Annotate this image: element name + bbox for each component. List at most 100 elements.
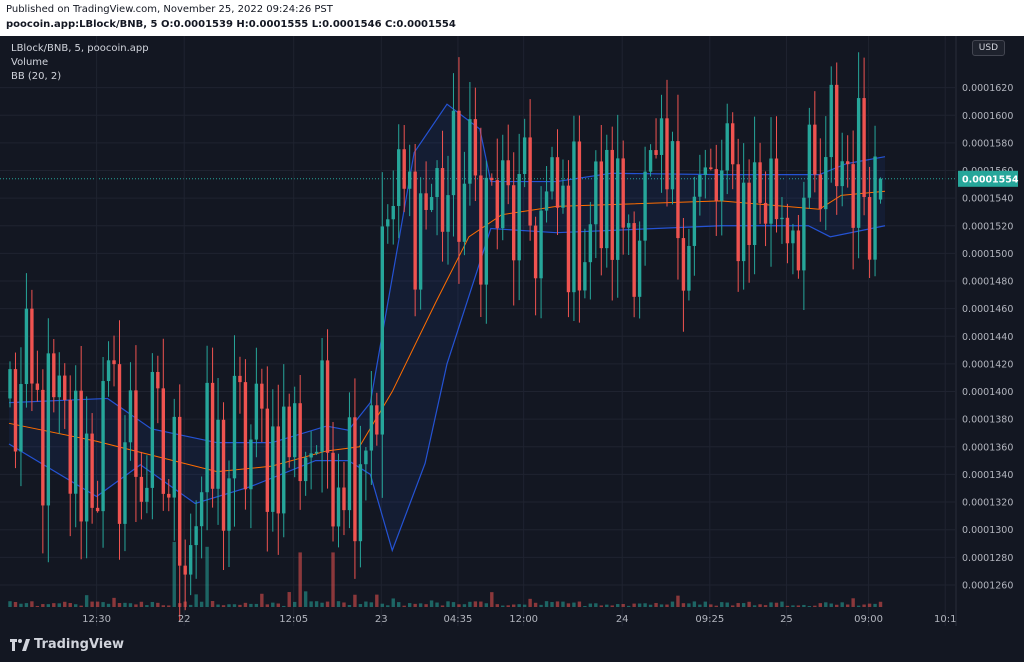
- volume-bar: [512, 604, 516, 607]
- volume-bar: [632, 603, 636, 607]
- price-tick-label: 0.0001620: [962, 83, 1013, 94]
- volume-bar: [851, 598, 855, 607]
- time-tick-label: 23: [374, 614, 388, 625]
- candle-body: [490, 177, 494, 181]
- volume-bar: [30, 601, 34, 607]
- volume-bar: [210, 601, 215, 607]
- volume-bar: [670, 601, 675, 607]
- candle-body: [626, 223, 631, 228]
- candle-body: [468, 119, 472, 184]
- candle-body: [435, 168, 439, 198]
- candle-body: [199, 492, 204, 527]
- volume-bar: [112, 597, 116, 607]
- candle-body: [30, 308, 34, 384]
- volume-bar: [588, 603, 593, 607]
- candle-body: [791, 230, 795, 244]
- volume-bar: [79, 605, 83, 607]
- time-tick-label: 12:30: [82, 614, 112, 625]
- volume-bar: [741, 603, 746, 607]
- candle-body: [8, 369, 12, 399]
- volume-bar: [709, 604, 713, 607]
- volume-bar: [424, 604, 428, 607]
- candle-body: [265, 408, 270, 512]
- volume-bar: [566, 603, 571, 607]
- volume-bar: [84, 595, 89, 607]
- volume-bar: [681, 603, 686, 607]
- volume-bar: [862, 604, 866, 607]
- candle-body: [172, 416, 176, 498]
- candle-body: [13, 369, 18, 452]
- volume-bar: [314, 601, 319, 607]
- price-chart[interactable]: 0.00016200.00016000.00015800.00015600.00…: [0, 36, 1024, 626]
- volume-bar: [227, 604, 231, 607]
- volume-bar: [698, 604, 702, 607]
- candle-body: [692, 196, 697, 246]
- time-axis[interactable]: 12:30 22 12:05 23 04:35 12:00 24 09:25 25 09:00 10…: [0, 614, 1024, 662]
- volume-bar: [736, 603, 740, 607]
- volume-bar: [407, 603, 412, 607]
- volume-bar: [747, 601, 751, 607]
- volume-bar: [731, 605, 735, 607]
- header-ohlc: O:0.0001539 H:0.0001555 L:0.0001546 C:0.…: [160, 19, 456, 30]
- volume-bar: [282, 605, 286, 607]
- candle-body: [446, 195, 450, 232]
- volume-bar: [829, 603, 833, 607]
- tradingview-logo[interactable]: TradingView: [10, 637, 124, 652]
- volume-bar: [260, 593, 264, 607]
- candle-body: [479, 175, 483, 285]
- volume-bar: [440, 605, 445, 607]
- candle-body: [369, 405, 374, 451]
- volume-bar: [457, 604, 461, 607]
- volume-bar: [24, 603, 29, 607]
- plot-background: [0, 36, 955, 626]
- volume-bar: [594, 603, 598, 607]
- volume-bar: [528, 598, 532, 607]
- volume-bar: [41, 604, 45, 607]
- volume-bar: [123, 602, 127, 607]
- volume-bar: [52, 603, 56, 607]
- candle-body: [572, 141, 576, 293]
- volume-bar: [725, 602, 729, 607]
- volume-bar: [818, 603, 822, 607]
- candle-body: [763, 202, 768, 224]
- candle-body: [314, 451, 319, 454]
- candle-body: [648, 150, 653, 172]
- candle-body: [35, 383, 40, 390]
- candle-body: [161, 388, 165, 494]
- candle-body: [539, 210, 543, 279]
- volume-bar: [763, 605, 768, 607]
- volume-bar: [342, 602, 346, 607]
- candle-body: [79, 390, 83, 522]
- candle-body: [528, 137, 532, 226]
- bollinger-fill: [9, 104, 885, 551]
- candle-body: [774, 158, 779, 220]
- candle-body: [24, 308, 29, 385]
- volume-bar: [659, 604, 664, 607]
- candle-body: [709, 167, 713, 170]
- chart-area[interactable]: 0.00016200.00016000.00015800.00015600.00…: [0, 36, 1024, 626]
- candle-body: [101, 381, 105, 512]
- volume-bar: [254, 603, 259, 607]
- volume-bar: [68, 603, 72, 607]
- volume-bar: [490, 592, 494, 607]
- candle-body: [331, 452, 335, 527]
- chart-footer: TradingView 12:30 22 12:05 23 04:35 12:00 24 09…: [0, 614, 1024, 662]
- volume-bar: [19, 603, 23, 607]
- price-tick-label: 0.0001600: [962, 111, 1013, 122]
- candle-body: [117, 364, 122, 524]
- volume-bar: [676, 595, 680, 607]
- candle-body: [654, 150, 658, 155]
- candle-body: [57, 375, 61, 398]
- currency-button[interactable]: USD: [971, 40, 1005, 56]
- volume-bar: [134, 604, 138, 607]
- grid-lines: [0, 36, 957, 626]
- volume-bar: [293, 601, 297, 607]
- candle-body: [670, 141, 675, 190]
- volume-bar: [167, 605, 171, 607]
- volume-bar: [106, 603, 111, 607]
- volume-bar: [402, 605, 406, 607]
- volume-bar: [216, 604, 220, 607]
- volume-bar: [386, 605, 390, 607]
- candle-body: [41, 389, 45, 506]
- candle-body: [282, 406, 286, 514]
